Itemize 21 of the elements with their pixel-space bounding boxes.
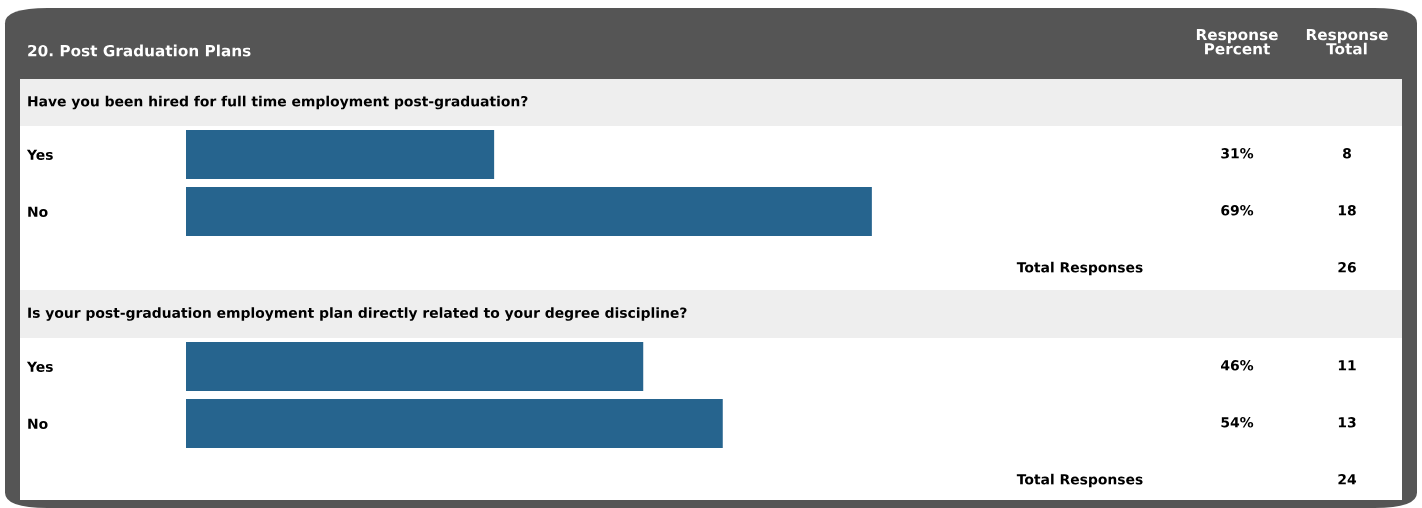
text: 8 <box>1343 148 1351 159</box>
data-label: 31% <box>1221 148 1254 159</box>
chart-subtitle: Have you been hired for full time employment post-graduation? <box>28 95 528 110</box>
text: Total Responses <box>1016 261 1143 276</box>
text: 24 <box>1338 474 1357 485</box>
data-label: 46% <box>1221 360 1254 371</box>
text: Response Percent <box>1196 28 1278 55</box>
text: 13 <box>1338 417 1356 428</box>
text: 11 <box>1338 360 1356 371</box>
text: 26 <box>1338 262 1356 273</box>
text: Response Total <box>1306 28 1388 55</box>
y-tick-label: Yes <box>26 361 53 372</box>
y-tick-label: Yes <box>26 149 53 160</box>
data-label: 69% <box>1221 205 1254 216</box>
y-tick-label: No <box>28 418 48 429</box>
data-label: 54% <box>1221 417 1254 428</box>
text: 18 <box>1338 205 1356 216</box>
chart-subtitle: Is your post-graduation employment plan directly related to your degree discipline? <box>28 307 687 321</box>
y-tick-label: No <box>28 206 48 217</box>
chart-title: 20. Post Graduation Plans <box>28 44 251 57</box>
text: Total Responses <box>1016 473 1143 488</box>
